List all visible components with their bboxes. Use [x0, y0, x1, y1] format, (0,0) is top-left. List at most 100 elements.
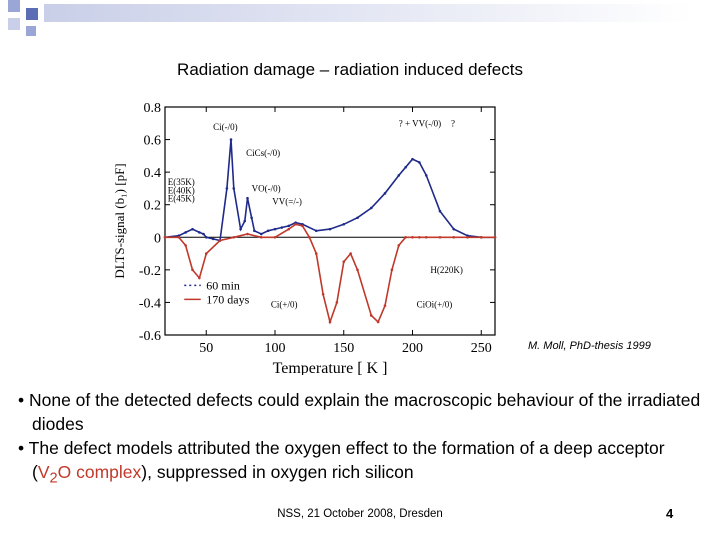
annotation-label: E(40K) — [168, 185, 195, 195]
data-point — [466, 235, 469, 239]
annotation-label: VV(=/-) — [272, 197, 302, 207]
plot-frame — [164, 106, 496, 336]
data-point — [356, 216, 359, 220]
data-point — [229, 138, 233, 141]
data-point — [335, 301, 339, 304]
data-point — [239, 227, 242, 231]
series-line-60min — [164, 139, 495, 242]
data-point — [287, 227, 291, 231]
data-point — [383, 304, 387, 307]
data-point — [349, 252, 352, 255]
data-point — [376, 320, 380, 324]
y-tick-label: 0 — [154, 231, 161, 246]
x-tick-label: 200 — [402, 341, 423, 356]
slide-title: Radiation damage – radiation induced def… — [177, 60, 523, 79]
data-point — [397, 244, 401, 247]
annotation-label: ? — [451, 119, 455, 129]
annotation-label: ? + VV(-/0) — [399, 119, 441, 129]
v2o-sub: 2 — [49, 470, 58, 487]
data-point — [243, 219, 247, 223]
data-point — [204, 252, 208, 255]
data-point — [191, 227, 194, 231]
data-point — [266, 229, 270, 233]
chart-svg: 50 100 150 200 250-0.6-0.4-0.200.20.40.60.8 … — [112, 101, 497, 377]
data-point — [218, 239, 222, 242]
data-point — [273, 227, 277, 231]
data-point — [424, 235, 428, 239]
footer-text: NSS, 21 October 2008, Dresden — [277, 508, 443, 520]
data-point — [438, 209, 442, 213]
x-tick-label: 50 — [199, 341, 213, 356]
annotation-label: E(45K) — [168, 193, 195, 203]
legend-label: 60 min — [206, 278, 240, 292]
data-point — [369, 314, 373, 317]
data-point — [328, 320, 332, 324]
data-point — [198, 276, 201, 280]
data-point — [411, 235, 414, 239]
annotation-label: Ci(+/0) — [271, 299, 298, 309]
data-point — [342, 260, 346, 264]
y-tick-label: 0.8 — [144, 101, 162, 116]
data-point — [163, 235, 167, 239]
data-point — [225, 187, 229, 190]
data-point — [418, 161, 421, 164]
y-tick-label: -0.4 — [139, 296, 161, 311]
data-point — [232, 235, 236, 239]
bullet-1: • None of the detected defects could exp… — [18, 390, 701, 434]
data-point — [342, 222, 346, 226]
data-point — [202, 232, 205, 236]
x-tick-label: 150 — [333, 341, 354, 356]
v2o-complex: O complex — [57, 462, 142, 482]
data-point — [191, 268, 194, 272]
data-point — [397, 174, 401, 177]
data-point — [452, 235, 456, 239]
y-tick-label: 0.2 — [144, 199, 162, 214]
data-point — [259, 235, 263, 239]
data-point — [424, 174, 428, 177]
dlts-chart: 50 100 150 200 250 -0.6 -0.4 -0.2 0 0.2 0.4 0.6 0.8 … — [110, 95, 510, 380]
data-point — [438, 235, 442, 239]
y-tick-label: 0.6 — [144, 134, 162, 149]
data-point — [184, 244, 187, 247]
data-point — [383, 192, 387, 195]
data-point — [259, 232, 263, 236]
data-point — [246, 232, 249, 236]
data-point — [198, 231, 201, 234]
page-number: 4 — [666, 506, 674, 521]
data-point — [404, 235, 407, 239]
data-point — [211, 237, 215, 241]
data-point — [493, 235, 497, 239]
v2o-v: V — [37, 462, 50, 482]
annotation-label: VO(-/0) — [252, 184, 281, 194]
annotation-label: H(220K) — [430, 265, 463, 275]
annotation-label: Ci(-/0) — [213, 122, 238, 132]
x-tick-label: 250 — [471, 341, 492, 356]
figure-credit: M. Moll, PhD-thesis 1999 — [528, 340, 651, 352]
bullet-2: • The defect models attributed the oxyge… — [18, 436, 708, 491]
data-point — [328, 227, 332, 231]
data-point — [294, 222, 297, 226]
legend-label: 170 days — [206, 292, 249, 306]
data-point — [356, 268, 359, 272]
x-axis-label: Temperature [ K ] — [273, 360, 388, 375]
bullet-2-pre: • The defect models attributed the oxyge… — [18, 438, 665, 482]
data-point — [246, 196, 249, 200]
data-point — [411, 157, 414, 161]
data-point — [280, 226, 284, 229]
y-tick-label: -0.2 — [139, 264, 161, 279]
data-point — [452, 227, 456, 231]
data-point — [204, 235, 208, 239]
data-point — [479, 235, 483, 239]
bullet-2-post: ), suppressed in oxygen rich silicon — [141, 462, 414, 482]
data-point — [321, 292, 325, 296]
data-point — [418, 235, 421, 239]
data-point — [273, 235, 277, 239]
data-point — [253, 229, 256, 233]
annotation-label: CiOi(+/0) — [417, 299, 453, 309]
data-point — [177, 235, 181, 239]
y-axis-label: DLTS-signal (b₁) [pF] — [112, 163, 127, 278]
data-point — [404, 165, 407, 169]
data-point — [184, 231, 187, 234]
data-point — [308, 235, 311, 239]
data-point — [390, 268, 394, 272]
